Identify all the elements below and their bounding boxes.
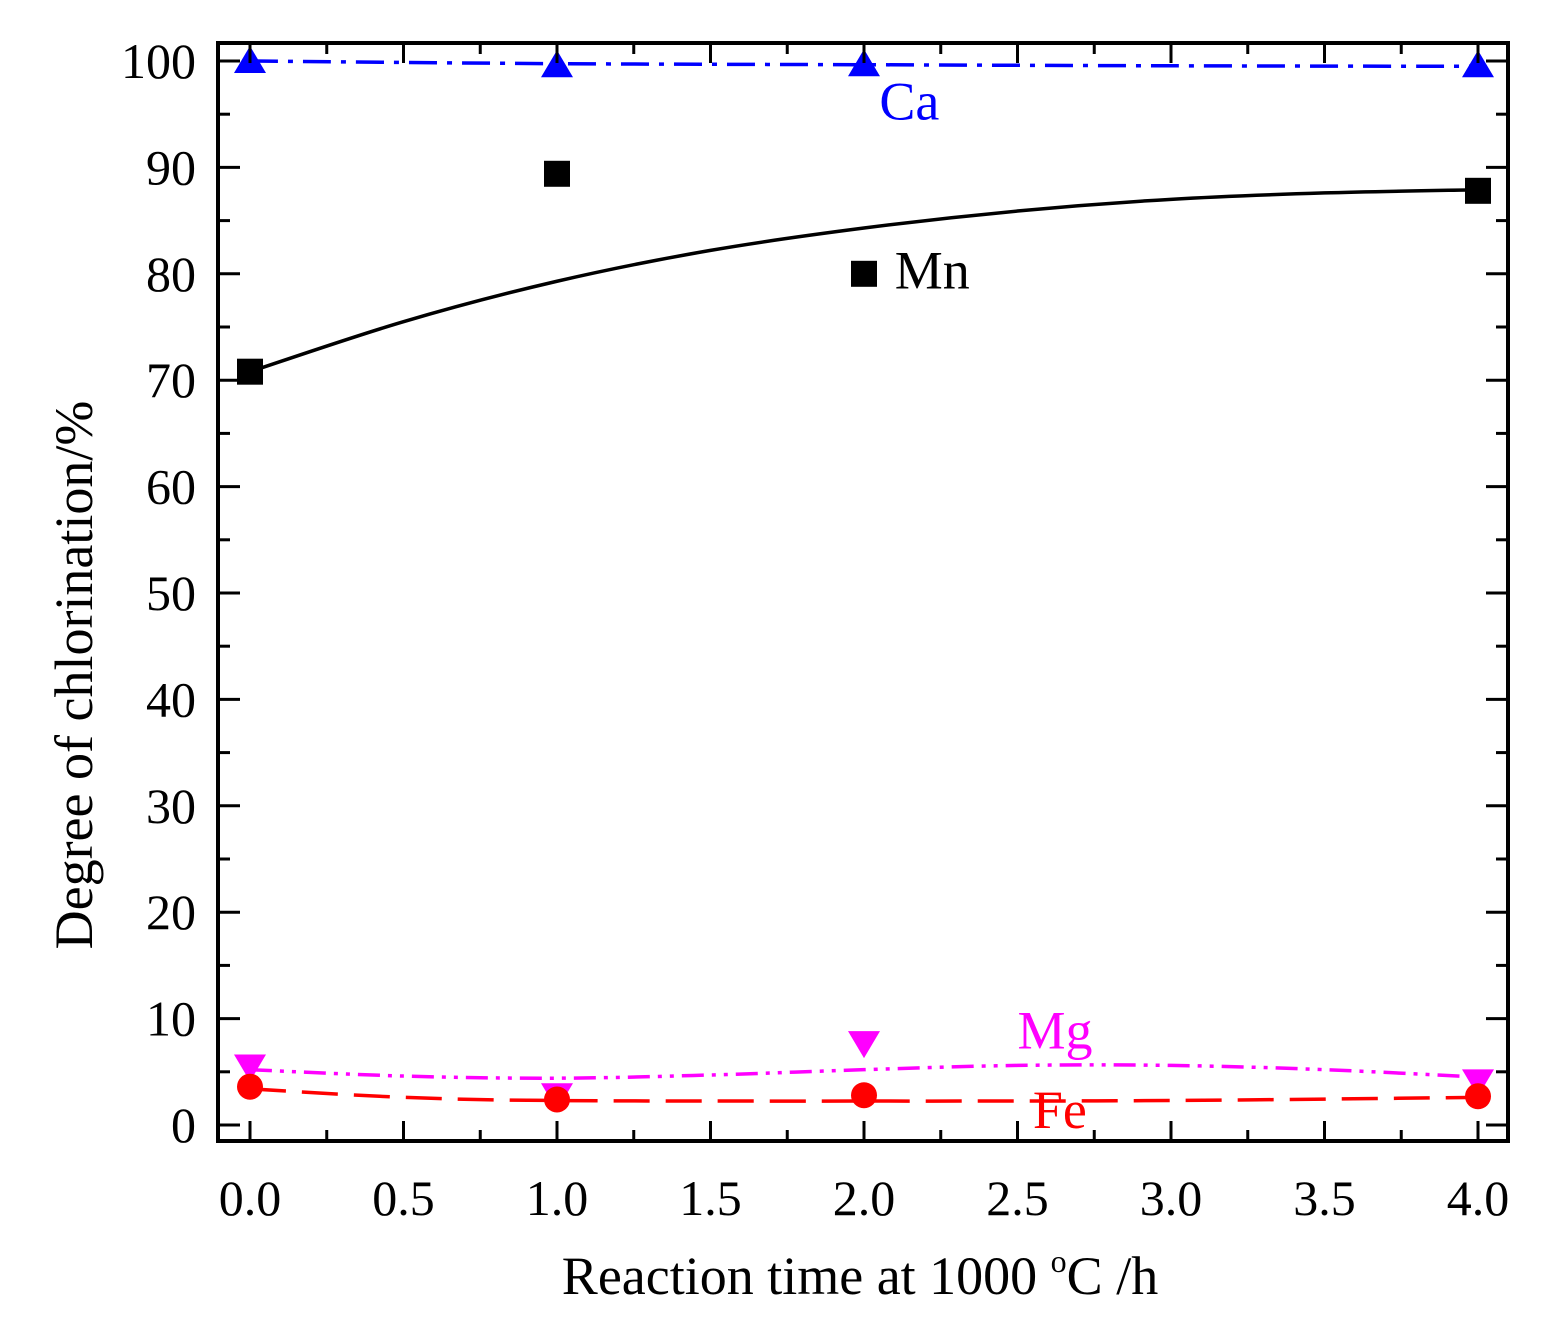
x-tick-label: 1.0 [526,1170,589,1226]
series-label-mn: Mn [895,241,970,301]
x-axis-title-unit: C /h [1067,1246,1159,1306]
y-tick-label: 10 [146,991,196,1047]
data-point-fe [544,1086,570,1113]
y-tick-label: 90 [146,139,196,195]
x-axis-title-main: Reaction time at 1000 [562,1246,1051,1306]
y-axis-title: Degree of chlorination/% [44,401,104,950]
data-point-mn [544,160,570,187]
data-point-ca [541,50,573,78]
x-tick-label: 3.5 [1293,1170,1356,1226]
series-label-fe: Fe [1033,1080,1087,1140]
data-point-fe [851,1082,877,1109]
series-label-mg: Mg [1018,1000,1093,1060]
y-tick-label: 60 [146,459,196,515]
x-axis-title-degree: o [1051,1243,1067,1279]
y-tick-label: 20 [146,884,196,940]
data-point-fe [237,1073,263,1100]
x-tick-label: 0.5 [372,1170,435,1226]
y-tick-label: 0 [171,1097,196,1153]
data-point-mg [1462,1069,1494,1097]
x-tick-label: 2.5 [986,1170,1049,1226]
series-line-mg [249,1063,1479,1080]
axis-layer: 0 10 20 30 40 50 60 70 80 90 100 0.0 0.5 1.0 1.5 2.0 2.5… [121,33,1509,1226]
y-tick-label: 80 [146,246,196,302]
x-tick-label: 0.0 [219,1170,282,1226]
y-tick-label: 70 [146,352,196,408]
data-point-ca [1462,50,1494,78]
x-tick-label: 3.0 [1140,1170,1203,1226]
data-point-mg [234,1054,266,1082]
y-tick-label: 100 [121,33,196,89]
series-mn [237,160,1491,385]
series-label-ca: Ca [879,71,939,131]
series-line-mn [249,187,1479,374]
x-axis-title: Reaction time at 1000 oC /h [562,1243,1158,1306]
data-point-mn [1465,177,1491,204]
series-line-fe [249,1087,1479,1103]
x-tick-label: 1.5 [679,1170,742,1226]
plot-frame [216,41,1510,1143]
data-point-mg [848,1031,880,1059]
data-point-mn [237,358,263,385]
plot-area [218,43,1508,1141]
data-point-mn [851,260,877,287]
series-line-ca [249,59,1479,69]
y-tick-label: 40 [146,671,196,727]
x-tick-label: 4.0 [1447,1170,1510,1226]
x-tick-label: 2.0 [833,1170,896,1226]
series-fe [237,1073,1491,1113]
y-tick-label: 50 [146,565,196,621]
series-layer [234,46,1494,1113]
y-tick-label: 30 [146,778,196,834]
annotation-layer: Ca Mn Mg Fe [879,71,1092,1140]
data-point-fe [1465,1083,1491,1110]
